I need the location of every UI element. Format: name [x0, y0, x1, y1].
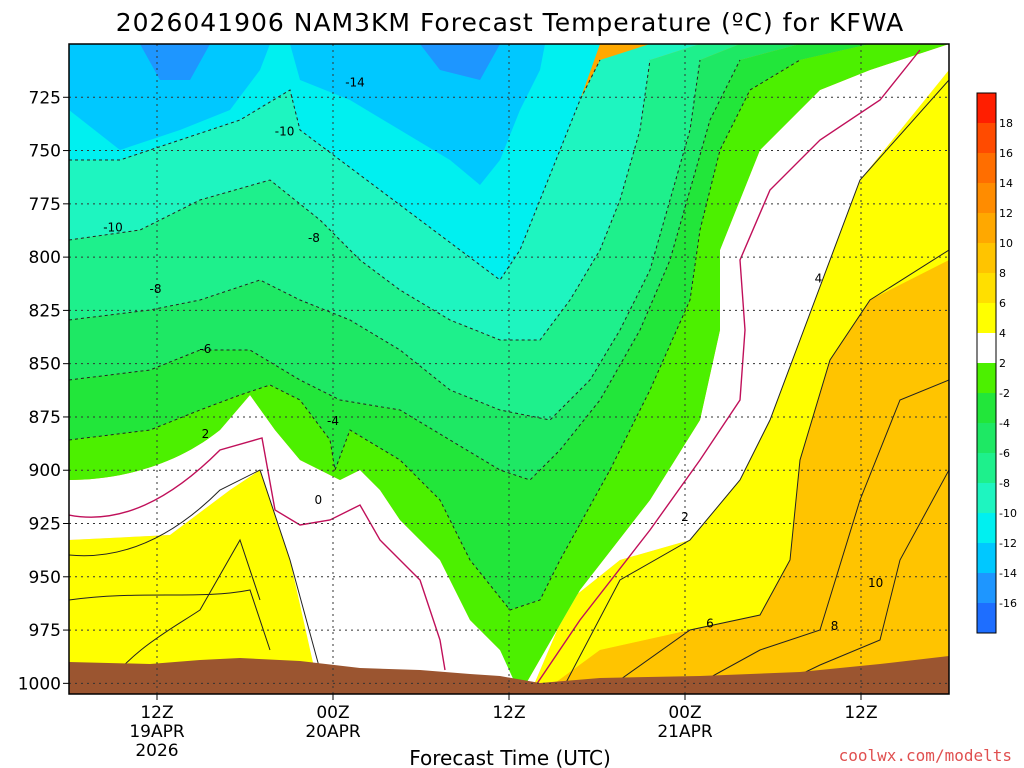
temp-band-neg2-0	[69, 44, 949, 694]
contour-label: -8	[150, 282, 162, 296]
x-tick-label: 12Z	[140, 703, 173, 723]
colorbar-label: 6	[999, 297, 1006, 310]
y-tick-label: 950	[29, 568, 61, 588]
x-tick-label: 12Z	[844, 703, 877, 723]
y-tick-label: 875	[29, 408, 61, 428]
x-axis-label: Forecast Time (UTC)	[409, 746, 611, 768]
colorbar-swatch	[977, 243, 996, 273]
y-tick-label: 750	[29, 142, 61, 162]
colorbar-label: 18	[999, 117, 1013, 130]
chart-title: 2026041906 NAM3KM Forecast Temperature (…	[116, 8, 904, 37]
temp-band-neg6-neg4	[69, 44, 800, 480]
contour-label: 2	[681, 510, 689, 524]
colorbar-swatch	[977, 93, 996, 123]
colorbar-label: 8	[999, 267, 1006, 280]
x-tick-date: 19APR	[129, 722, 185, 742]
y-tick-label: 825	[29, 301, 61, 321]
colorbar-swatch	[977, 333, 996, 363]
y-tick-label: 725	[29, 88, 61, 108]
contour-label: 10	[868, 576, 883, 590]
contour-label: -10	[275, 124, 295, 138]
colorbar-label: -4	[999, 417, 1010, 430]
temp-band-neg4-neg2	[69, 44, 870, 610]
colorbar-swatch	[977, 483, 996, 513]
colorbar-label: -14	[999, 567, 1017, 580]
colorbar-swatch	[977, 273, 996, 303]
colorbar-swatch	[977, 513, 996, 543]
y-tick-label: 900	[29, 461, 61, 481]
colorbar-label: -10	[999, 507, 1017, 520]
x-tick-label: 12Z	[492, 703, 525, 723]
colorbar-swatch	[977, 453, 996, 483]
x-tick-date: 20APR	[305, 722, 361, 742]
x-tick-label: 00Z	[316, 703, 349, 723]
contour-label: 4	[815, 271, 823, 285]
contour-label: 8	[831, 619, 839, 633]
contour-label: -4	[327, 414, 339, 428]
colorbar-swatch	[977, 363, 996, 393]
colorbar-swatch	[977, 573, 996, 603]
temp-band-neg16-neg14	[140, 44, 500, 80]
x-tick-date: 21APR	[657, 722, 713, 742]
y-tick-label: 850	[29, 355, 61, 375]
colorbar-label: 10	[999, 237, 1013, 250]
y-tick-label: 925	[29, 515, 61, 535]
colorbar-label: 12	[999, 207, 1013, 220]
colorbar-label: 4	[999, 327, 1006, 340]
temp-band-neg10-neg8	[69, 44, 700, 340]
colorbar-swatch	[977, 393, 996, 423]
y-tick-label: 975	[29, 621, 61, 641]
temp-band-0-2	[69, 44, 949, 694]
contour-lines	[69, 49, 949, 694]
y-axis: 725 750 775 800 825 850 875 900 925 950 975 1000	[18, 88, 69, 694]
colorbar: 18 16 14 12 10 8 6 4 2 -2 -4 -6 -8 -10 -12 -14 -16	[976, 92, 1017, 634]
contour-label: -8	[308, 231, 320, 245]
colorbar-label: -16	[999, 597, 1017, 610]
colorbar-label: -12	[999, 537, 1017, 550]
colorbar-swatch	[977, 423, 996, 453]
plot-area	[69, 44, 949, 694]
contour-label: 0	[315, 493, 323, 507]
credit-text[interactable]: coolwx.com/modelts	[839, 746, 1012, 765]
colorbar-swatch	[977, 543, 996, 573]
colorbar-label: 14	[999, 177, 1013, 190]
colorbar-swatch	[977, 183, 996, 213]
colorbar-label: -2	[999, 387, 1010, 400]
temp-band-2-4	[69, 70, 949, 694]
colorbar-label: 2	[999, 357, 1006, 370]
ground-surface	[69, 656, 949, 694]
colorbar-label: 16	[999, 147, 1013, 160]
grid-lines	[69, 44, 949, 694]
contour-label: -6	[199, 342, 211, 356]
y-tick-label: 775	[29, 195, 61, 215]
colorbar-swatch	[977, 123, 996, 153]
x-tick-year: 2026	[135, 741, 178, 761]
temp-band-neg8-neg6	[69, 44, 740, 420]
colorbar-swatch	[977, 303, 996, 333]
contour-label: 2	[202, 427, 210, 441]
colorbar-label: -8	[999, 477, 1010, 490]
contour-label: 6	[706, 617, 714, 631]
colorbar-swatch	[977, 213, 996, 243]
contour-labels: -14 -10 -10 -8 -8 -6 -4 2 0 2 6 4 8 10	[103, 75, 883, 632]
x-tick-label: 00Z	[668, 703, 701, 723]
contour-label: -10	[103, 220, 123, 234]
y-tick-label: 1000	[18, 674, 61, 694]
y-tick-label: 800	[29, 248, 61, 268]
colorbar-frame	[976, 92, 997, 634]
contour-label: -14	[345, 75, 365, 89]
colorbar-swatch	[977, 153, 996, 183]
colorbar-label: -6	[999, 447, 1010, 460]
colorbar-swatch	[977, 603, 996, 633]
